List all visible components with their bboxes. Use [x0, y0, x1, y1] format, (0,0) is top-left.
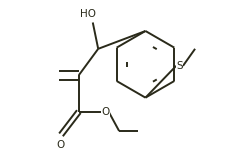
Text: O: O	[57, 140, 65, 150]
Text: S: S	[176, 61, 183, 71]
Text: HO: HO	[80, 9, 96, 19]
Text: O: O	[101, 107, 109, 117]
